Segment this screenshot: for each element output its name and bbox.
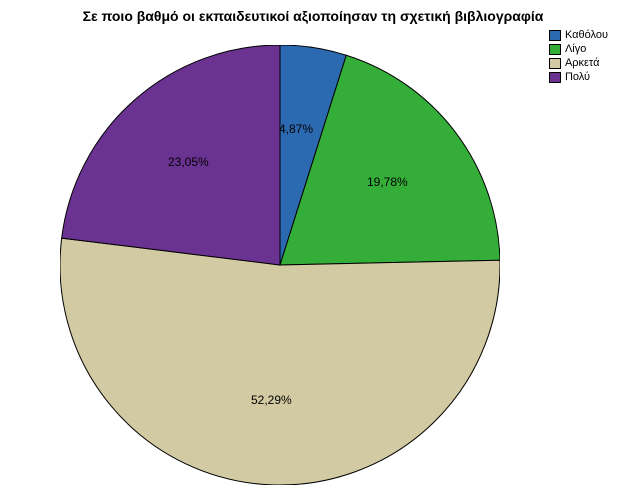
legend-swatch-arketa xyxy=(549,58,561,69)
legend-item-ligo: Λίγο xyxy=(549,42,608,56)
slice-label-arketa: 52,29% xyxy=(251,393,292,407)
slice-label-poly: 23,05% xyxy=(168,155,209,169)
legend-item-arketa: Αρκετά xyxy=(549,56,608,70)
slice-label-ligo: 19,78% xyxy=(367,175,408,189)
legend-swatch-ligo xyxy=(549,44,561,55)
legend-label: Λίγο xyxy=(565,43,586,55)
legend-label: Πολύ xyxy=(565,71,590,83)
pie-svg xyxy=(60,45,500,485)
legend: Καθόλου Λίγο Αρκετά Πολύ xyxy=(549,28,608,84)
legend-item-katholou: Καθόλου xyxy=(549,28,608,42)
legend-swatch-poly xyxy=(549,72,561,83)
legend-label: Καθόλου xyxy=(565,29,608,41)
pie-chart-container: Σε ποιο βαθμό οι εκπαιδευτικοί αξιοποίησ… xyxy=(0,0,626,501)
legend-label: Αρκετά xyxy=(565,57,600,69)
legend-item-poly: Πολύ xyxy=(549,70,608,84)
slice-arketa xyxy=(60,238,500,485)
slice-label-katholou: 4,87% xyxy=(279,122,313,136)
pie-slices xyxy=(60,45,500,485)
legend-swatch-katholou xyxy=(549,30,561,41)
chart-title: Σε ποιο βαθμό οι εκπαιδευτικοί αξιοποίησ… xyxy=(0,8,626,24)
